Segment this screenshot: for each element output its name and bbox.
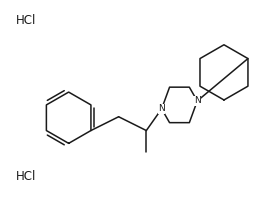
Text: HCl: HCl bbox=[15, 14, 36, 27]
Text: HCl: HCl bbox=[15, 170, 36, 183]
Text: N: N bbox=[158, 104, 165, 113]
Text: N: N bbox=[194, 97, 201, 105]
